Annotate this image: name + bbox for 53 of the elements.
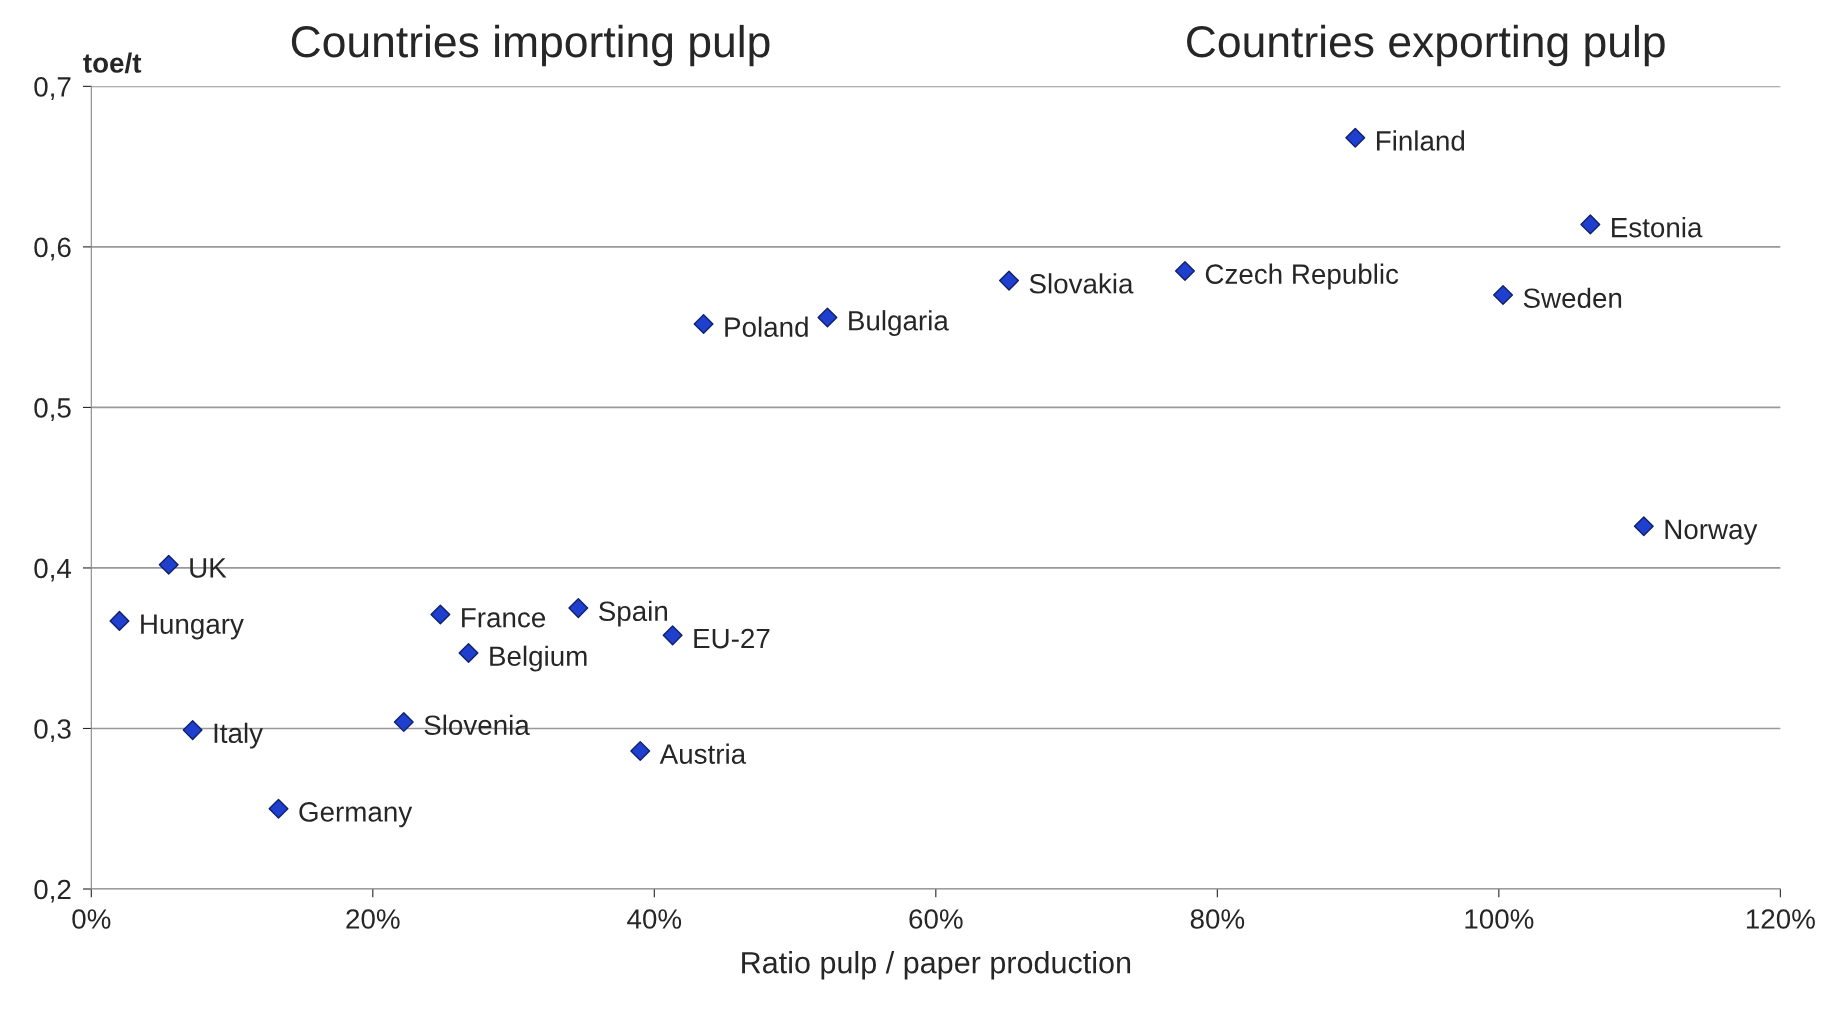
point <box>158 554 179 575</box>
y-tick-label: 0,4 <box>34 558 72 582</box>
point <box>182 720 203 741</box>
series-label: EU-27 <box>694 628 770 649</box>
x-tick-label: 80% <box>1190 909 1245 929</box>
series-label: Hungary <box>141 614 244 640</box>
point <box>393 712 414 733</box>
series-label: Norway <box>1665 519 1758 545</box>
series-label: Estonia <box>1612 217 1703 238</box>
series-label: Poland <box>725 316 808 337</box>
point <box>1345 127 1366 148</box>
point <box>1580 214 1601 235</box>
point <box>1493 285 1514 306</box>
point <box>268 798 289 819</box>
point <box>999 270 1020 291</box>
x-tick-label: 0% <box>72 909 111 929</box>
series-label: Sweden <box>1523 287 1622 309</box>
series-label: Austria <box>659 743 747 764</box>
point <box>817 307 838 328</box>
point <box>1633 516 1654 537</box>
y-tick-label: 0,7 <box>34 77 71 100</box>
y-tick-label: 0,6 <box>34 237 71 261</box>
x-axis-title: Ratio pulp / paper production <box>742 951 1131 980</box>
series-label: Finland <box>1377 130 1465 151</box>
series-label: France <box>462 608 546 628</box>
point <box>693 313 714 334</box>
point <box>1174 260 1195 281</box>
series-label: UK <box>190 558 227 578</box>
series-label: Bulgaria <box>849 310 949 337</box>
series-label: Germany <box>299 802 413 828</box>
y-tick-label: 0,3 <box>34 719 71 743</box>
x-tick-label: 20% <box>346 909 400 929</box>
y-tick-label: 0,2 <box>34 879 71 903</box>
point <box>109 610 130 631</box>
y-axis-title: toe/t <box>83 52 142 74</box>
point <box>630 740 651 761</box>
x-tick-label: 100% <box>1465 909 1534 929</box>
text: Countries exporting pulp <box>1187 24 1665 67</box>
x-tick-label: 40% <box>627 909 682 929</box>
series-label: Belgium <box>490 645 587 672</box>
x-tick-label: 60% <box>909 909 963 929</box>
point <box>662 625 683 646</box>
series-label: Czech Republic <box>1205 263 1399 290</box>
series-label: Spain <box>599 600 667 627</box>
text: Countries importing pulp <box>291 24 770 67</box>
y-tick-label: 0,5 <box>34 398 71 422</box>
series-label: Slovenia <box>424 714 530 736</box>
series-label: Italy <box>214 722 263 749</box>
series-label: Slovakia <box>1029 273 1134 294</box>
x-tick-label: 120% <box>1746 909 1815 929</box>
point <box>430 604 451 625</box>
point <box>458 643 479 664</box>
point <box>568 598 589 619</box>
